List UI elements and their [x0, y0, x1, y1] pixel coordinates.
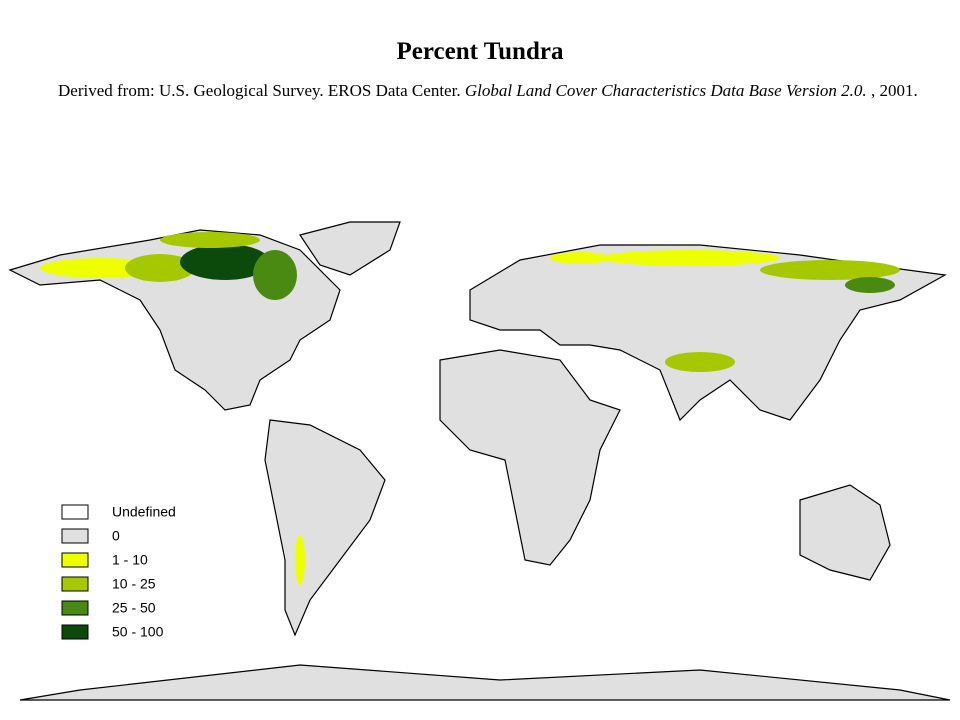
legend-swatch	[61, 528, 89, 544]
legend-swatch	[61, 552, 89, 568]
source-title: Global Land Cover Characteristics Data B…	[464, 81, 867, 100]
legend-swatch	[61, 576, 89, 592]
legend-swatch	[61, 504, 89, 520]
legend-label: Undefined	[112, 504, 176, 520]
source-citation: Derived from: U.S. Geological Survey. ER…	[58, 78, 920, 103]
legend-label: 1 - 10	[112, 552, 148, 568]
legend-label: 25 - 50	[112, 600, 156, 616]
antarctica	[19, 664, 951, 701]
tundra-patch	[550, 252, 610, 264]
tundra-patch	[845, 277, 895, 293]
south-america	[264, 419, 386, 637]
legend-label: 10 - 25	[112, 576, 156, 592]
tundra-patch	[295, 535, 305, 585]
australia	[799, 484, 891, 581]
map-title: Percent Tundra	[396, 38, 564, 65]
eurasia	[469, 244, 947, 422]
legend: Undefined 0 1 - 10 10 - 25 25 - 50 50 - 100	[61, 504, 176, 640]
tundra-patch	[665, 352, 735, 372]
greenland	[299, 221, 401, 276]
tundra-patch	[600, 250, 780, 266]
tundra-patch	[760, 260, 900, 280]
tundra-patch	[125, 254, 195, 282]
africa	[439, 349, 621, 566]
legend-label: 0	[112, 528, 120, 544]
source-suffix: , 2001.	[866, 81, 918, 100]
legend-label: 50 - 100	[112, 624, 164, 640]
tundra-patch	[253, 250, 297, 300]
legend-swatch	[61, 600, 89, 616]
source-prefix: Derived from: U.S. Geological Survey. ER…	[58, 81, 465, 100]
legend-swatch	[61, 624, 89, 640]
tundra-areas	[40, 232, 900, 585]
tundra-patch	[180, 244, 270, 280]
world-map: Undefined 0 1 - 10 10 - 25 25 - 50 50 - 100	[8, 221, 951, 701]
tundra-patch	[160, 232, 260, 248]
